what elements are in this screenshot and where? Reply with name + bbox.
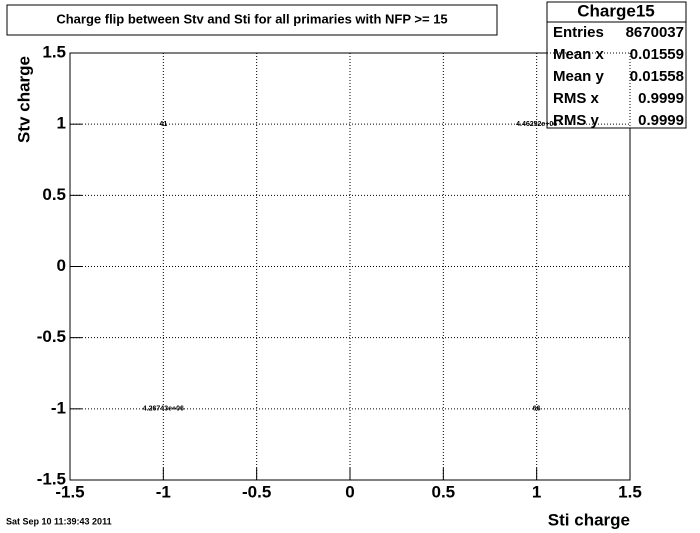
x-tick-label: -1.5 <box>55 482 84 501</box>
chart-title: Charge flip between Stv and Sti for all … <box>56 11 447 26</box>
cell-value: 66 <box>533 406 541 413</box>
x-tick-label: -1 <box>156 482 171 501</box>
y-tick-label: 0.5 <box>42 185 66 204</box>
stats-value: 0.9999 <box>638 112 684 129</box>
stats-box <box>546 1 687 129</box>
stats-value: 0.9999 <box>638 90 684 107</box>
x-axis-label: Sti charge <box>548 510 630 529</box>
cell-value: 4.46252e+06 <box>516 121 557 128</box>
x-tick-label: -0.5 <box>242 482 271 501</box>
stats-label: RMS y <box>553 112 600 129</box>
cell-value: 4.26743e+06 <box>143 406 184 413</box>
x-tick-label: 0.5 <box>432 482 456 501</box>
x-tick-label: 0 <box>345 482 354 501</box>
title-box <box>6 4 498 36</box>
x-tick-label: 1 <box>532 482 541 501</box>
y-tick-label: 1.5 <box>42 42 66 61</box>
cell-value: 41 <box>159 121 167 128</box>
y-tick-label: -1.5 <box>37 469 66 488</box>
stats-label: Entries <box>553 24 604 41</box>
y-tick-label: -0.5 <box>37 327 66 346</box>
y-axis-label: Stv charge <box>14 56 33 143</box>
stats-label: RMS x <box>553 90 600 107</box>
stats-value: 0.01558 <box>630 68 684 85</box>
y-tick-label: 0 <box>57 256 66 275</box>
stats-label: Mean x <box>553 46 605 63</box>
y-tick-label: 1 <box>57 114 66 133</box>
stats-value: 8670037 <box>626 24 684 41</box>
stats-title: Charge15 <box>577 1 654 20</box>
stats-label: Mean y <box>553 68 605 85</box>
x-tick-label: 1.5 <box>618 482 642 501</box>
y-tick-label: -1 <box>51 398 66 417</box>
timestamp: Sat Sep 10 11:39:43 2011 <box>6 516 112 526</box>
stats-value: 0.01559 <box>630 46 684 63</box>
